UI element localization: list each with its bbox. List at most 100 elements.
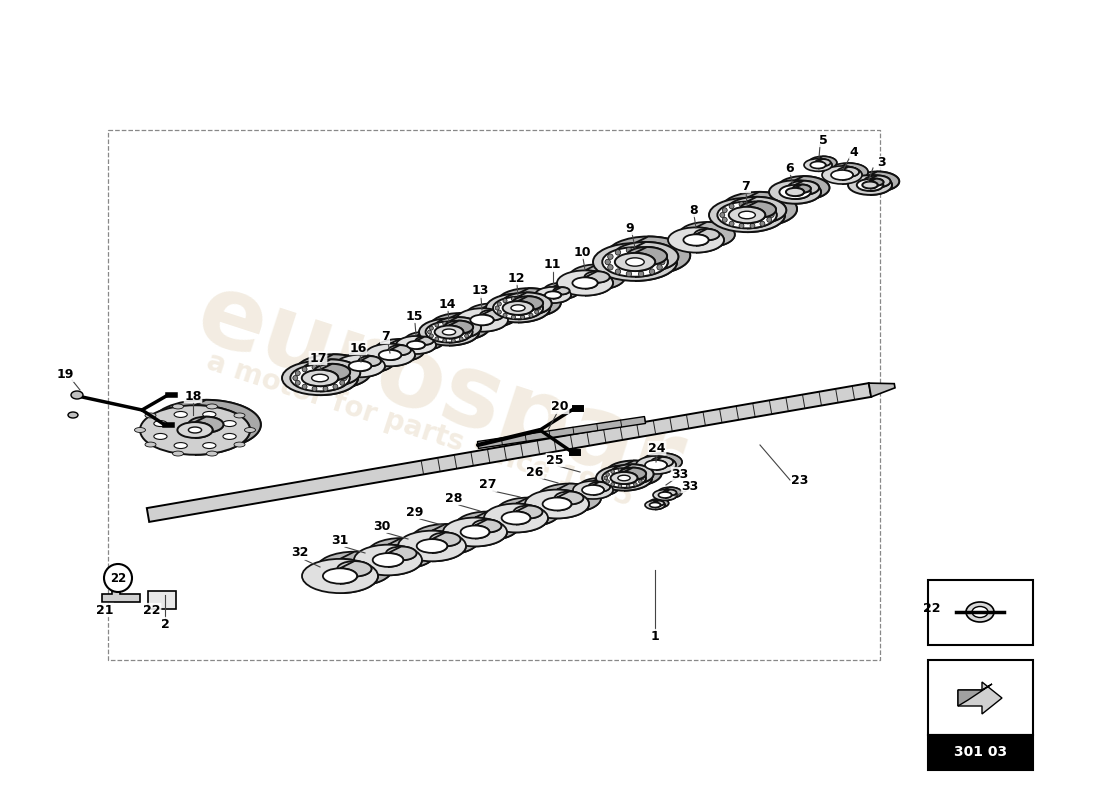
Circle shape <box>607 265 613 270</box>
Circle shape <box>333 384 338 389</box>
Text: 22: 22 <box>923 602 940 615</box>
Ellipse shape <box>514 506 542 518</box>
Ellipse shape <box>455 512 519 541</box>
Polygon shape <box>475 519 502 538</box>
Ellipse shape <box>815 159 830 166</box>
Ellipse shape <box>606 461 661 486</box>
Text: 10: 10 <box>573 246 591 258</box>
Bar <box>148 591 176 609</box>
Circle shape <box>729 204 734 209</box>
Polygon shape <box>842 167 859 180</box>
Polygon shape <box>696 222 735 253</box>
Polygon shape <box>666 487 682 501</box>
Polygon shape <box>818 156 837 171</box>
Text: 18: 18 <box>185 390 201 402</box>
Polygon shape <box>516 506 542 525</box>
Circle shape <box>340 380 344 386</box>
Circle shape <box>660 259 666 265</box>
Ellipse shape <box>480 310 504 321</box>
Circle shape <box>342 375 348 381</box>
Ellipse shape <box>739 202 776 218</box>
Ellipse shape <box>234 413 245 418</box>
Ellipse shape <box>444 321 473 334</box>
Ellipse shape <box>373 553 404 567</box>
Polygon shape <box>656 457 673 470</box>
Ellipse shape <box>443 518 507 546</box>
Ellipse shape <box>596 466 652 490</box>
Ellipse shape <box>471 314 494 326</box>
Text: 21: 21 <box>97 603 113 617</box>
Ellipse shape <box>359 356 381 366</box>
Polygon shape <box>870 178 883 189</box>
Circle shape <box>459 337 463 341</box>
Ellipse shape <box>244 427 255 433</box>
Ellipse shape <box>557 270 613 296</box>
Circle shape <box>649 250 654 255</box>
Polygon shape <box>635 237 690 281</box>
Ellipse shape <box>301 370 338 386</box>
Polygon shape <box>624 461 661 490</box>
Circle shape <box>428 330 431 334</box>
Polygon shape <box>795 176 829 204</box>
Ellipse shape <box>729 206 766 223</box>
Circle shape <box>638 271 644 277</box>
Polygon shape <box>958 684 992 706</box>
Ellipse shape <box>535 287 571 303</box>
Circle shape <box>451 322 455 326</box>
Circle shape <box>537 306 541 310</box>
Polygon shape <box>416 332 444 354</box>
Polygon shape <box>818 159 830 169</box>
Ellipse shape <box>174 411 187 418</box>
Polygon shape <box>518 293 551 319</box>
Ellipse shape <box>663 490 676 495</box>
Circle shape <box>649 269 654 274</box>
Polygon shape <box>320 364 350 386</box>
Ellipse shape <box>717 202 777 228</box>
Circle shape <box>520 297 525 301</box>
Circle shape <box>442 338 447 342</box>
Ellipse shape <box>593 243 676 281</box>
Text: 29: 29 <box>406 506 424 518</box>
Circle shape <box>302 367 307 372</box>
Polygon shape <box>869 383 895 397</box>
Ellipse shape <box>573 481 613 499</box>
Circle shape <box>512 297 516 301</box>
Ellipse shape <box>793 185 811 193</box>
Polygon shape <box>747 202 776 223</box>
Circle shape <box>605 259 610 265</box>
Ellipse shape <box>407 341 425 349</box>
Ellipse shape <box>375 339 425 362</box>
Ellipse shape <box>855 171 899 191</box>
Ellipse shape <box>769 180 821 204</box>
Circle shape <box>295 380 300 386</box>
Text: 28: 28 <box>446 491 463 505</box>
Polygon shape <box>666 490 676 498</box>
Circle shape <box>607 254 613 259</box>
Text: 14: 14 <box>438 298 455 310</box>
Polygon shape <box>654 501 664 507</box>
Ellipse shape <box>778 176 829 199</box>
Circle shape <box>293 375 298 381</box>
Polygon shape <box>516 498 560 533</box>
Ellipse shape <box>864 175 890 187</box>
Circle shape <box>302 384 307 389</box>
Ellipse shape <box>553 287 570 294</box>
Text: 301 03: 301 03 <box>954 746 1008 759</box>
Circle shape <box>535 302 539 306</box>
Ellipse shape <box>134 427 145 433</box>
Ellipse shape <box>513 296 543 310</box>
Bar <box>928 660 1033 734</box>
Circle shape <box>333 367 338 372</box>
Ellipse shape <box>582 485 604 495</box>
Ellipse shape <box>584 271 609 282</box>
Text: 2: 2 <box>161 618 169 630</box>
Circle shape <box>610 482 615 486</box>
Circle shape <box>639 480 642 483</box>
Text: 13: 13 <box>471 285 488 298</box>
Ellipse shape <box>525 490 588 518</box>
Polygon shape <box>795 181 820 199</box>
Ellipse shape <box>785 188 804 196</box>
Polygon shape <box>635 242 679 277</box>
Ellipse shape <box>694 229 719 240</box>
Ellipse shape <box>202 411 216 418</box>
